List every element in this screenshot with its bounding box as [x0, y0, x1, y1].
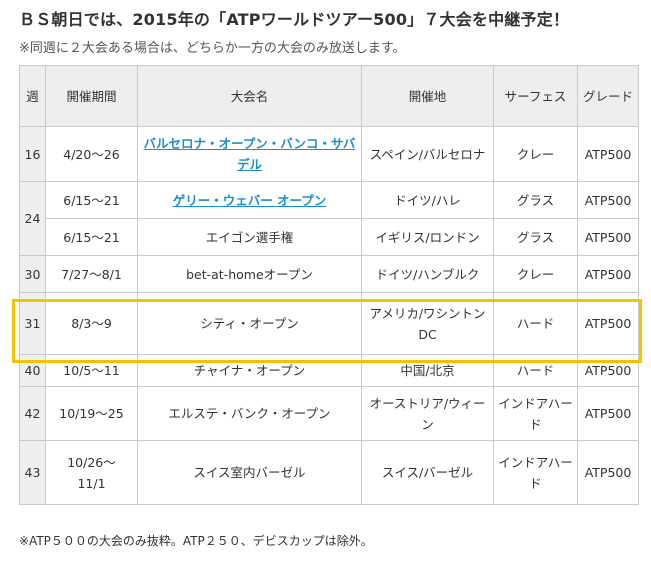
tournament-name-cell: スイス室内バーゼル: [137, 440, 362, 505]
week-cell: 24: [19, 181, 46, 256]
grade-cell: ATP500: [577, 386, 639, 441]
surface-cell: ハード: [493, 354, 578, 387]
week-cell: 30: [19, 255, 46, 293]
period-cell: 7/27～8/1: [45, 255, 138, 293]
venue-cell: 中国/北京: [361, 354, 494, 387]
page-title: ＢＳ朝日では、2015年の「ATPワールドツアー500」７大会を中継予定！: [19, 10, 570, 29]
header-tournament-name: 大会名: [137, 65, 362, 127]
page-subtitle: ※同週に２大会ある場合は、どちらか一方の大会のみ放送します。: [19, 41, 406, 56]
grade-cell: ATP500: [577, 292, 639, 355]
table-row: 42 10/19～25 エルステ・バンク・オープン オーストリア/ウィーン イン…: [19, 386, 639, 441]
week-cell: 31: [19, 292, 46, 355]
period-cell: 10/26～11/1: [45, 440, 138, 505]
venue-cell: スイス/バーゼル: [361, 440, 494, 505]
tournament-link[interactable]: ゲリー・ウェバー オープン: [172, 192, 327, 208]
period-text: 10/26～11/1: [67, 454, 116, 491]
table-row: 16 4/20～26 バルセロナ・オープン・バンコ・サバデル スペイン/バルセロ…: [19, 126, 639, 182]
header-period: 開催期間: [45, 65, 138, 127]
table-row: 31 8/3～9 シティ・オープン アメリカ/ワシントンDC ハード ATP50…: [19, 292, 639, 355]
surface-cell: グラス: [493, 181, 578, 219]
surface-cell: グラス: [493, 218, 578, 256]
grade-cell: ATP500: [577, 218, 639, 256]
tournament-link[interactable]: バルセロナ・オープン・バンコ・サバデル: [143, 136, 356, 172]
grade-cell: ATP500: [577, 181, 639, 219]
grade-cell: ATP500: [577, 354, 639, 387]
tournament-name-cell: エルステ・バンク・オープン: [137, 386, 362, 441]
surface-cell: クレー: [493, 255, 578, 293]
tournament-schedule-table: 週 開催期間 大会名 開催地 サーフェス グレード 16 4/20～26 バルセ…: [19, 65, 639, 505]
week-cell: 16: [19, 126, 46, 182]
table-row: 6/15～21 エイゴン選手権 イギリス/ロンドン グラス ATP500: [20, 218, 639, 256]
tournament-name-cell: エイゴン選手権: [137, 218, 362, 256]
table-row: 43 10/26～11/1 スイス室内バーゼル スイス/バーゼル インドアハード…: [19, 440, 639, 505]
surface-cell: ハード: [493, 292, 578, 355]
period-cell: 6/15～21: [45, 218, 138, 256]
period-cell: 10/19～25: [45, 386, 138, 441]
venue-cell: アメリカ/ワシントンDC: [361, 292, 494, 355]
surface-cell: インドアハード: [493, 440, 578, 505]
grade-cell: ATP500: [577, 440, 639, 505]
tournament-name-cell: ゲリー・ウェバー オープン: [137, 181, 362, 219]
surface-cell: クレー: [493, 126, 578, 182]
tournament-name-cell: チャイナ・オープン: [137, 354, 362, 387]
tournament-name-cell: bet-at-homeオープン: [137, 255, 362, 293]
venue-cell: イギリス/ロンドン: [361, 218, 494, 256]
period-cell: 4/20～26: [45, 126, 138, 182]
grade-cell: ATP500: [577, 126, 639, 182]
grade-cell: ATP500: [577, 255, 639, 293]
header-surface: サーフェス: [493, 65, 578, 127]
period-cell: 6/15～21: [45, 181, 138, 219]
table-row: 30 7/27～8/1 bet-at-homeオープン ドイツ/ハンブルク クレ…: [19, 255, 639, 293]
surface-cell: インドアハード: [493, 386, 578, 441]
header-venue: 開催地: [361, 65, 494, 127]
header-grade: グレード: [577, 65, 639, 127]
week-cell: 43: [19, 440, 46, 505]
venue-cell: ドイツ/ハレ: [361, 181, 494, 219]
period-cell: 8/3～9: [45, 292, 138, 355]
table-row: 40 10/5～11 チャイナ・オープン 中国/北京 ハード ATP500: [19, 354, 639, 387]
table-header-row: 週 開催期間 大会名 開催地 サーフェス グレード: [19, 65, 639, 127]
table-row: 24 6/15～21 ゲリー・ウェバー オープン ドイツ/ハレ グラス ATP5…: [19, 181, 639, 256]
tournament-name-cell: シティ・オープン: [137, 292, 362, 355]
week-cell: 40: [19, 354, 46, 387]
venue-cell: オーストリア/ウィーン: [361, 386, 494, 441]
tournament-name-cell: バルセロナ・オープン・バンコ・サバデル: [137, 126, 362, 182]
footnote: ※ATP５００の大会のみ抜粋。ATP２５０、デビスカップは除外。: [19, 534, 373, 548]
week-cell: 42: [19, 386, 46, 441]
header-week: 週: [19, 65, 46, 127]
venue-cell: ドイツ/ハンブルク: [361, 255, 494, 293]
venue-cell: スペイン/バルセロナ: [361, 126, 494, 182]
period-cell: 10/5～11: [45, 354, 138, 387]
